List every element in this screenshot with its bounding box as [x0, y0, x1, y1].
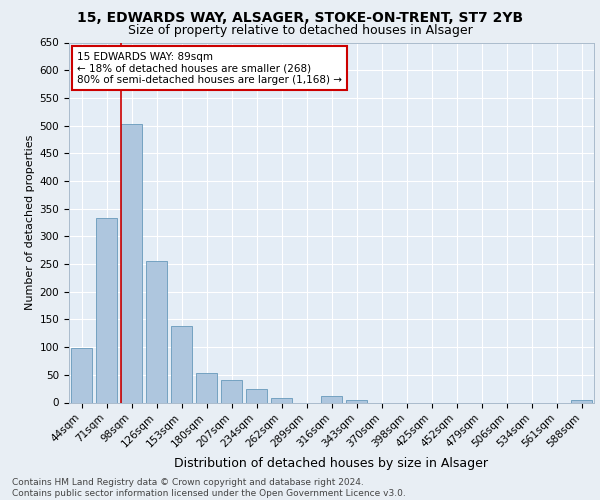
Bar	[321, 396, 342, 402]
Text: Size of property relative to detached houses in Alsager: Size of property relative to detached ho…	[128, 24, 472, 37]
Bar	[96, 218, 117, 402]
Y-axis label: Number of detached properties: Number of detached properties	[25, 135, 35, 310]
Bar	[146, 262, 167, 402]
Text: 15, EDWARDS WAY, ALSAGER, STOKE-ON-TRENT, ST7 2YB: 15, EDWARDS WAY, ALSAGER, STOKE-ON-TRENT…	[77, 11, 523, 25]
Bar	[246, 389, 267, 402]
Bar	[571, 400, 592, 402]
Bar	[196, 373, 217, 402]
Bar	[221, 380, 242, 402]
Bar	[171, 326, 192, 402]
Bar	[346, 400, 367, 402]
Text: Contains HM Land Registry data © Crown copyright and database right 2024.
Contai: Contains HM Land Registry data © Crown c…	[12, 478, 406, 498]
Bar	[271, 398, 292, 402]
Bar	[71, 348, 92, 403]
Bar	[121, 124, 142, 402]
Text: 15 EDWARDS WAY: 89sqm
← 18% of detached houses are smaller (268)
80% of semi-det: 15 EDWARDS WAY: 89sqm ← 18% of detached …	[77, 52, 342, 84]
X-axis label: Distribution of detached houses by size in Alsager: Distribution of detached houses by size …	[175, 458, 488, 470]
